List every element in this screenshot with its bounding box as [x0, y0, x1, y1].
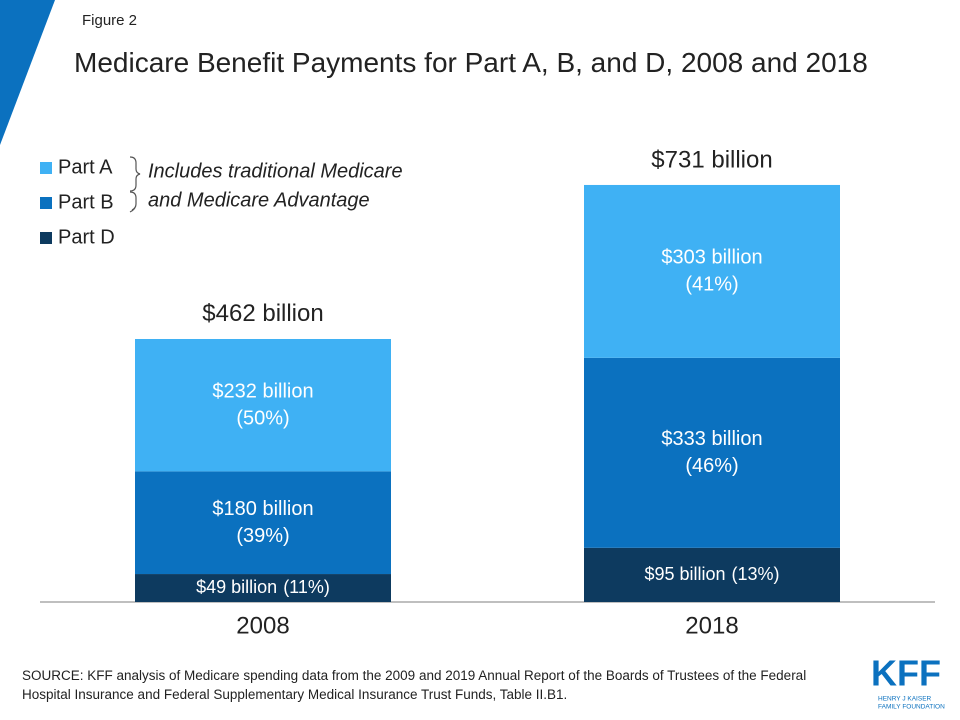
value-label: $49 billion (11%)	[196, 577, 330, 597]
total-label: $731 billion	[651, 146, 772, 173]
value-label: $180 billion	[212, 498, 313, 520]
logo-line: HENRY J KAISER	[878, 696, 932, 703]
legend-label: Part D	[58, 226, 115, 248]
bar-segment	[135, 338, 391, 472]
legend-swatch	[40, 232, 52, 244]
bar-segment	[584, 547, 840, 602]
total-label: $462 billion	[202, 300, 323, 327]
value-label-share: (11%)	[283, 577, 330, 597]
value-label: $303 billion	[661, 247, 762, 269]
x-tick-label: 2018	[685, 612, 738, 639]
x-tick-label: 2008	[236, 612, 289, 639]
annotation: Includes traditional Medicare	[148, 160, 403, 182]
annotation: and Medicare Advantage	[148, 189, 370, 211]
bar-segment	[584, 357, 840, 548]
source-note: SOURCE: KFF analysis of Medicare spendin…	[22, 668, 807, 702]
value-label: $333 billion	[661, 428, 762, 450]
bar-segment	[135, 471, 391, 575]
legend-swatch	[40, 162, 52, 174]
chart-title: Medicare Benefit Payments for Part A, B,…	[74, 47, 868, 78]
value-label-amount: $49 billion	[196, 577, 277, 597]
legend-swatch	[40, 197, 52, 209]
legend-label: Part B	[58, 191, 114, 213]
share-label: (41%)	[685, 274, 738, 296]
value-label: $95 billion (13%)	[644, 564, 779, 584]
value-label: $232 billion	[212, 380, 313, 402]
share-label: (46%)	[685, 455, 738, 477]
share-label: (50%)	[236, 407, 289, 429]
bar-segment	[135, 574, 391, 602]
value-label-amount: $95 billion	[644, 564, 725, 584]
figure-label: Figure 2	[82, 12, 138, 29]
bar-segment	[584, 184, 840, 358]
legend-label: Part A	[58, 156, 113, 178]
share-label: (39%)	[236, 525, 289, 547]
logo-line: FAMILY FOUNDATION	[878, 704, 945, 711]
logo-name: KFF	[871, 653, 941, 694]
corner-triangle	[0, 0, 55, 145]
legend-bracket	[129, 156, 141, 213]
value-label-share: (13%)	[732, 564, 780, 584]
